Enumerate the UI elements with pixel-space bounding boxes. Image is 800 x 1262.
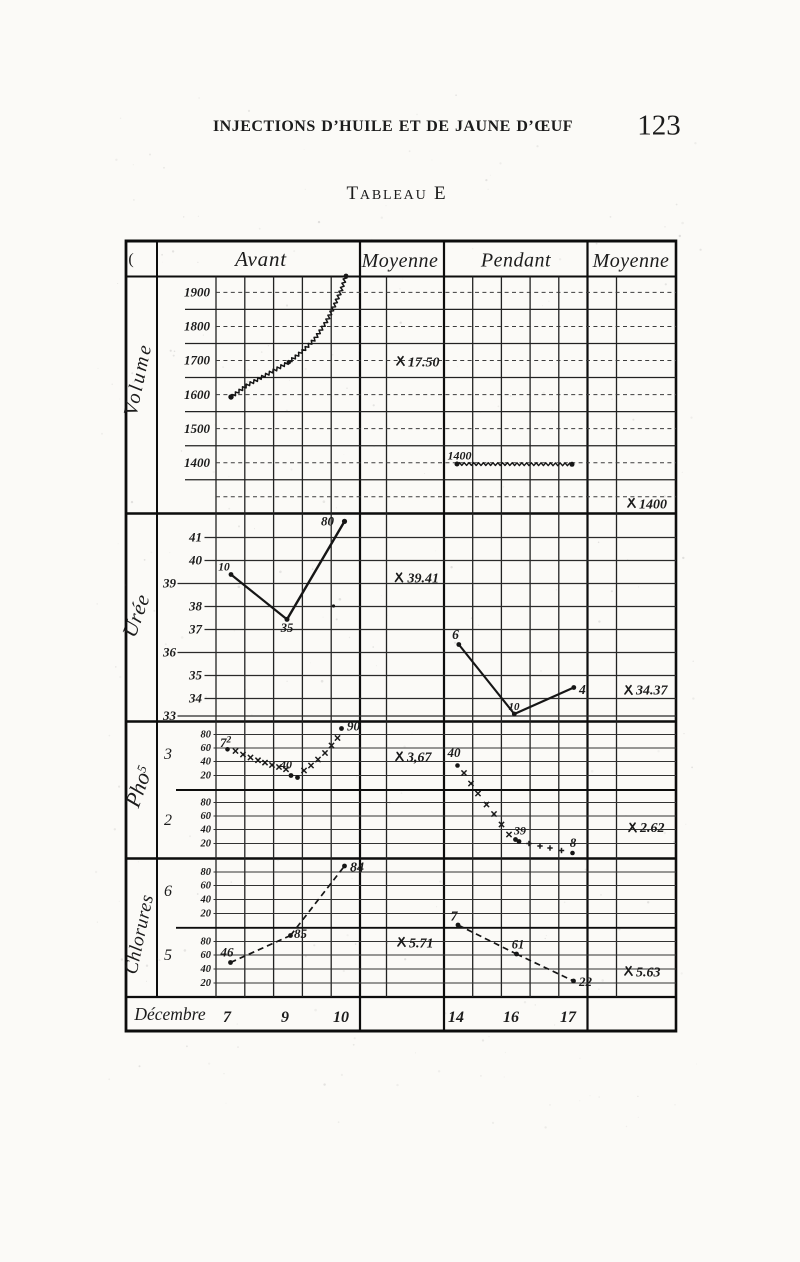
svg-text:1700: 1700 [184,353,211,368]
svg-text:37: 37 [188,622,203,637]
svg-text:60: 60 [201,950,212,961]
svg-text:39: 39 [513,824,526,838]
svg-text:TABLEAU E: TABLEAU E [347,183,448,204]
svg-text:20: 20 [200,839,212,850]
svg-text:Avant: Avant [233,247,287,271]
svg-text:34: 34 [188,691,203,706]
svg-text:61: 61 [512,938,525,952]
svg-text:3,67: 3,67 [406,751,433,766]
svg-text:5.71: 5.71 [409,937,434,952]
svg-text:10: 10 [218,562,230,574]
svg-text:60: 60 [201,881,212,892]
svg-text:40: 40 [279,758,292,772]
svg-text:38: 38 [188,599,203,614]
svg-text:6: 6 [452,627,459,642]
svg-text:17.50: 17.50 [408,356,440,371]
svg-text:123: 123 [637,110,681,142]
svg-text:2: 2 [164,812,172,829]
svg-text:35: 35 [188,668,203,683]
svg-text:10: 10 [333,1009,349,1026]
svg-text:36: 36 [162,645,177,660]
svg-text:40: 40 [200,964,212,975]
svg-text:40: 40 [188,553,203,568]
svg-text:20: 20 [200,978,212,989]
svg-text:5: 5 [164,947,172,964]
svg-text:Pendant: Pendant [480,250,551,272]
svg-text:20: 20 [200,771,212,782]
svg-text:1400: 1400 [184,455,211,470]
svg-text:41: 41 [188,530,202,545]
svg-text:39: 39 [162,576,177,591]
svg-text:6: 6 [164,883,172,900]
svg-text:80: 80 [321,514,335,529]
svg-text:14: 14 [448,1009,464,1026]
svg-text:40: 40 [200,757,212,768]
svg-text:80: 80 [201,937,212,948]
svg-text:5.63: 5.63 [636,966,661,981]
svg-text:16: 16 [503,1009,519,1026]
svg-text:80: 80 [201,730,212,741]
svg-text:8: 8 [570,835,577,850]
svg-text:60: 60 [201,811,212,822]
svg-text:9: 9 [281,1009,289,1026]
svg-text:90: 90 [347,719,361,734]
svg-text:39.41: 39.41 [407,572,440,587]
svg-text:2.62: 2.62 [639,821,665,836]
svg-text:(: ( [128,251,133,268]
svg-text:22: 22 [578,974,593,989]
svg-text:1500: 1500 [184,421,211,436]
svg-text:46: 46 [220,945,235,960]
svg-text:Moyenne: Moyenne [592,250,670,272]
svg-text:17: 17 [560,1009,577,1026]
svg-text:60: 60 [201,743,212,754]
svg-text:35: 35 [280,621,294,635]
svg-text:Moyenne: Moyenne [361,250,439,272]
svg-text:72: 72 [220,735,232,750]
svg-text:1800: 1800 [184,319,211,334]
svg-text:1400: 1400 [448,449,472,463]
svg-text:7: 7 [451,910,459,925]
svg-text:33: 33 [162,708,177,723]
svg-text:Urée: Urée [117,591,155,641]
svg-text:84: 84 [350,861,364,876]
svg-text:INJECTIONS D’HUILE ET DE JAUNE: INJECTIONS D’HUILE ET DE JAUNE D’ŒUF [213,118,573,135]
svg-text:85: 85 [294,926,308,941]
svg-text:1600: 1600 [184,387,211,402]
svg-text:1400: 1400 [639,498,667,513]
svg-text:34.37: 34.37 [635,684,669,699]
svg-text:10: 10 [509,701,521,713]
svg-text:40: 40 [200,895,212,906]
svg-text:20: 20 [200,909,212,920]
svg-text:80: 80 [201,798,212,809]
svg-text:4: 4 [578,682,586,697]
svg-text:80: 80 [201,867,212,878]
svg-text:3: 3 [163,746,172,763]
svg-text:40: 40 [447,745,462,760]
svg-text:1900: 1900 [184,285,211,300]
svg-text:7: 7 [223,1009,232,1026]
svg-text:40: 40 [200,825,212,836]
svg-text:Décembre: Décembre [133,1004,205,1024]
